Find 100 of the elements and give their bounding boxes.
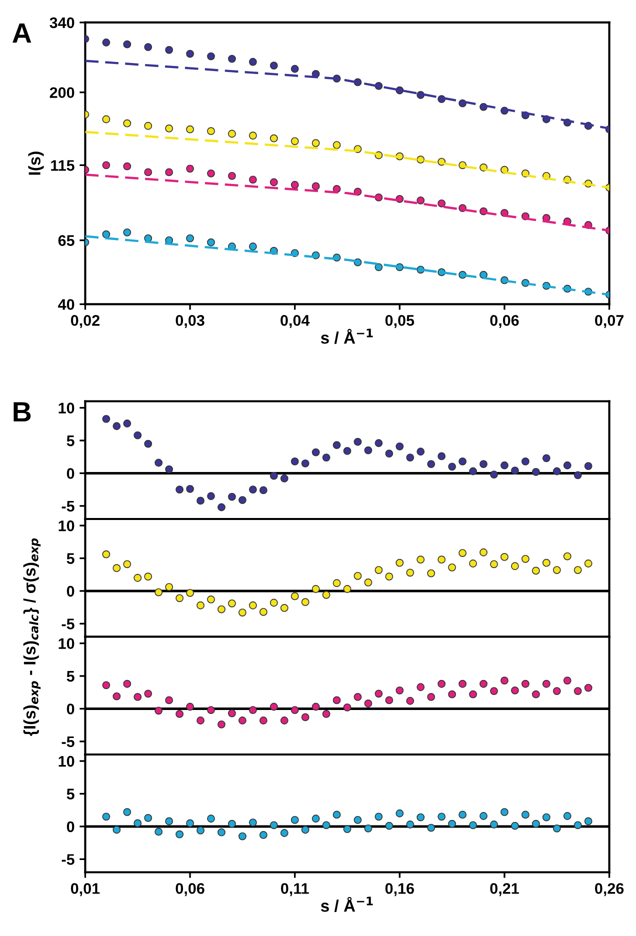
point bbox=[238, 716, 246, 724]
point bbox=[301, 713, 310, 722]
point bbox=[427, 692, 436, 701]
point bbox=[112, 564, 121, 572]
point bbox=[469, 821, 477, 830]
point bbox=[144, 572, 152, 581]
point bbox=[102, 681, 110, 690]
x-axis-title: s / Å$^{−1}$ bbox=[320, 328, 373, 344]
point bbox=[102, 161, 110, 170]
point bbox=[510, 466, 519, 475]
point bbox=[552, 566, 561, 574]
point bbox=[186, 50, 194, 58]
point bbox=[490, 820, 498, 828]
x-tick-label: 0,11 bbox=[281, 883, 309, 896]
point bbox=[448, 563, 456, 572]
point bbox=[218, 605, 226, 614]
point bbox=[322, 710, 330, 718]
point bbox=[186, 125, 194, 134]
point bbox=[196, 826, 204, 834]
x-tick-label: 0,26 bbox=[595, 883, 624, 896]
point bbox=[207, 706, 215, 714]
point bbox=[228, 599, 236, 608]
point bbox=[102, 812, 110, 821]
point bbox=[448, 690, 456, 698]
point bbox=[270, 702, 278, 711]
point bbox=[196, 716, 204, 724]
point bbox=[248, 132, 257, 140]
x-tick-label: 0,03 bbox=[176, 315, 204, 328]
point bbox=[186, 164, 194, 173]
point bbox=[385, 572, 394, 581]
point bbox=[301, 598, 310, 606]
point bbox=[165, 46, 174, 54]
point bbox=[438, 680, 446, 688]
chart-title: A bbox=[12, 23, 32, 43]
point bbox=[112, 826, 121, 834]
x-tick-label: 0,05 bbox=[385, 315, 414, 328]
point bbox=[270, 62, 278, 70]
point bbox=[480, 460, 488, 468]
point bbox=[332, 441, 341, 450]
point bbox=[396, 194, 404, 203]
point bbox=[542, 680, 550, 688]
point bbox=[490, 470, 498, 478]
point bbox=[448, 820, 456, 828]
point bbox=[312, 814, 320, 823]
point bbox=[406, 454, 414, 462]
point bbox=[322, 821, 330, 830]
point bbox=[416, 156, 425, 164]
point bbox=[186, 484, 194, 493]
point bbox=[406, 696, 414, 705]
y-tick-label: 5 bbox=[66, 671, 74, 682]
point bbox=[144, 168, 152, 176]
point bbox=[270, 472, 278, 480]
point bbox=[259, 608, 268, 616]
point bbox=[574, 687, 582, 696]
point bbox=[134, 819, 142, 828]
point bbox=[343, 825, 352, 834]
point bbox=[186, 234, 194, 242]
point bbox=[480, 270, 488, 279]
point bbox=[196, 601, 204, 610]
y-tick-label: 10 bbox=[58, 520, 74, 532]
point bbox=[154, 706, 163, 715]
point bbox=[458, 680, 467, 688]
point bbox=[374, 690, 383, 698]
point bbox=[218, 720, 226, 728]
point bbox=[290, 592, 299, 600]
point bbox=[542, 558, 550, 567]
y-axis-title: {I(s)$_{exp}$ - I(s)$_{calc}$} / σ(s)$_{exp}$ bbox=[23, 538, 41, 736]
point bbox=[112, 692, 121, 700]
point bbox=[228, 130, 236, 138]
x-axis-title: s / Å$^{−1}$ bbox=[320, 896, 373, 912]
point bbox=[448, 462, 456, 471]
point bbox=[134, 692, 142, 701]
point bbox=[427, 569, 436, 578]
point bbox=[500, 808, 508, 816]
point bbox=[364, 700, 372, 708]
point bbox=[396, 152, 404, 160]
point bbox=[207, 238, 215, 246]
point bbox=[207, 169, 215, 178]
point bbox=[416, 683, 425, 692]
point bbox=[500, 676, 508, 685]
point bbox=[207, 127, 215, 136]
y-tick-label: -5 bbox=[62, 500, 74, 512]
point bbox=[332, 579, 341, 588]
y-tick-label: 10 bbox=[58, 756, 74, 767]
point bbox=[480, 548, 488, 556]
point bbox=[270, 178, 278, 186]
y-tick-label: 0 bbox=[66, 468, 74, 479]
point bbox=[552, 467, 561, 476]
point bbox=[396, 686, 404, 694]
point bbox=[270, 598, 278, 607]
point bbox=[312, 139, 320, 148]
point bbox=[396, 558, 404, 567]
point bbox=[563, 552, 572, 560]
point bbox=[207, 596, 215, 604]
point bbox=[510, 822, 519, 830]
point bbox=[458, 810, 467, 819]
point bbox=[196, 496, 204, 505]
point bbox=[176, 594, 184, 602]
point bbox=[301, 826, 310, 834]
y-tick-label: -5 bbox=[62, 618, 74, 630]
